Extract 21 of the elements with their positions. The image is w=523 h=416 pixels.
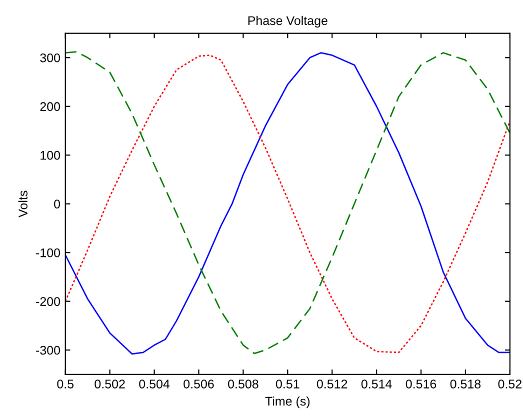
x-tick-label: 0.504	[139, 380, 170, 388]
y-tick-label: 300	[40, 53, 60, 62]
y-tick-label: -300	[36, 346, 60, 355]
x-tick-label: 0.518	[450, 380, 481, 388]
y-tick-label: 200	[40, 102, 60, 112]
y-tick-label: -100	[36, 248, 60, 258]
x-tick-label: 0.5	[57, 380, 74, 388]
x-tick-label: 0.512	[316, 380, 348, 388]
x-tick-label: 0.52	[498, 380, 522, 388]
y-tick-label: 100	[40, 150, 60, 160]
y-tick-label: -200	[36, 297, 60, 306]
y-tick-label: 0	[54, 200, 60, 208]
x-tick-label: 0.502	[94, 380, 125, 388]
x-tick-label: 0.51	[276, 380, 300, 388]
x-tick-label: 0.514	[361, 380, 392, 388]
x-tick-label: 0.506	[184, 380, 214, 388]
y-axis-title: Volts	[18, 190, 28, 218]
x-tick-label: 0.516	[406, 380, 436, 388]
x-axis-title: Time (s)	[265, 396, 310, 408]
chart-title: Phase Voltage	[248, 16, 328, 28]
x-tick-label: 0.508	[228, 380, 258, 388]
